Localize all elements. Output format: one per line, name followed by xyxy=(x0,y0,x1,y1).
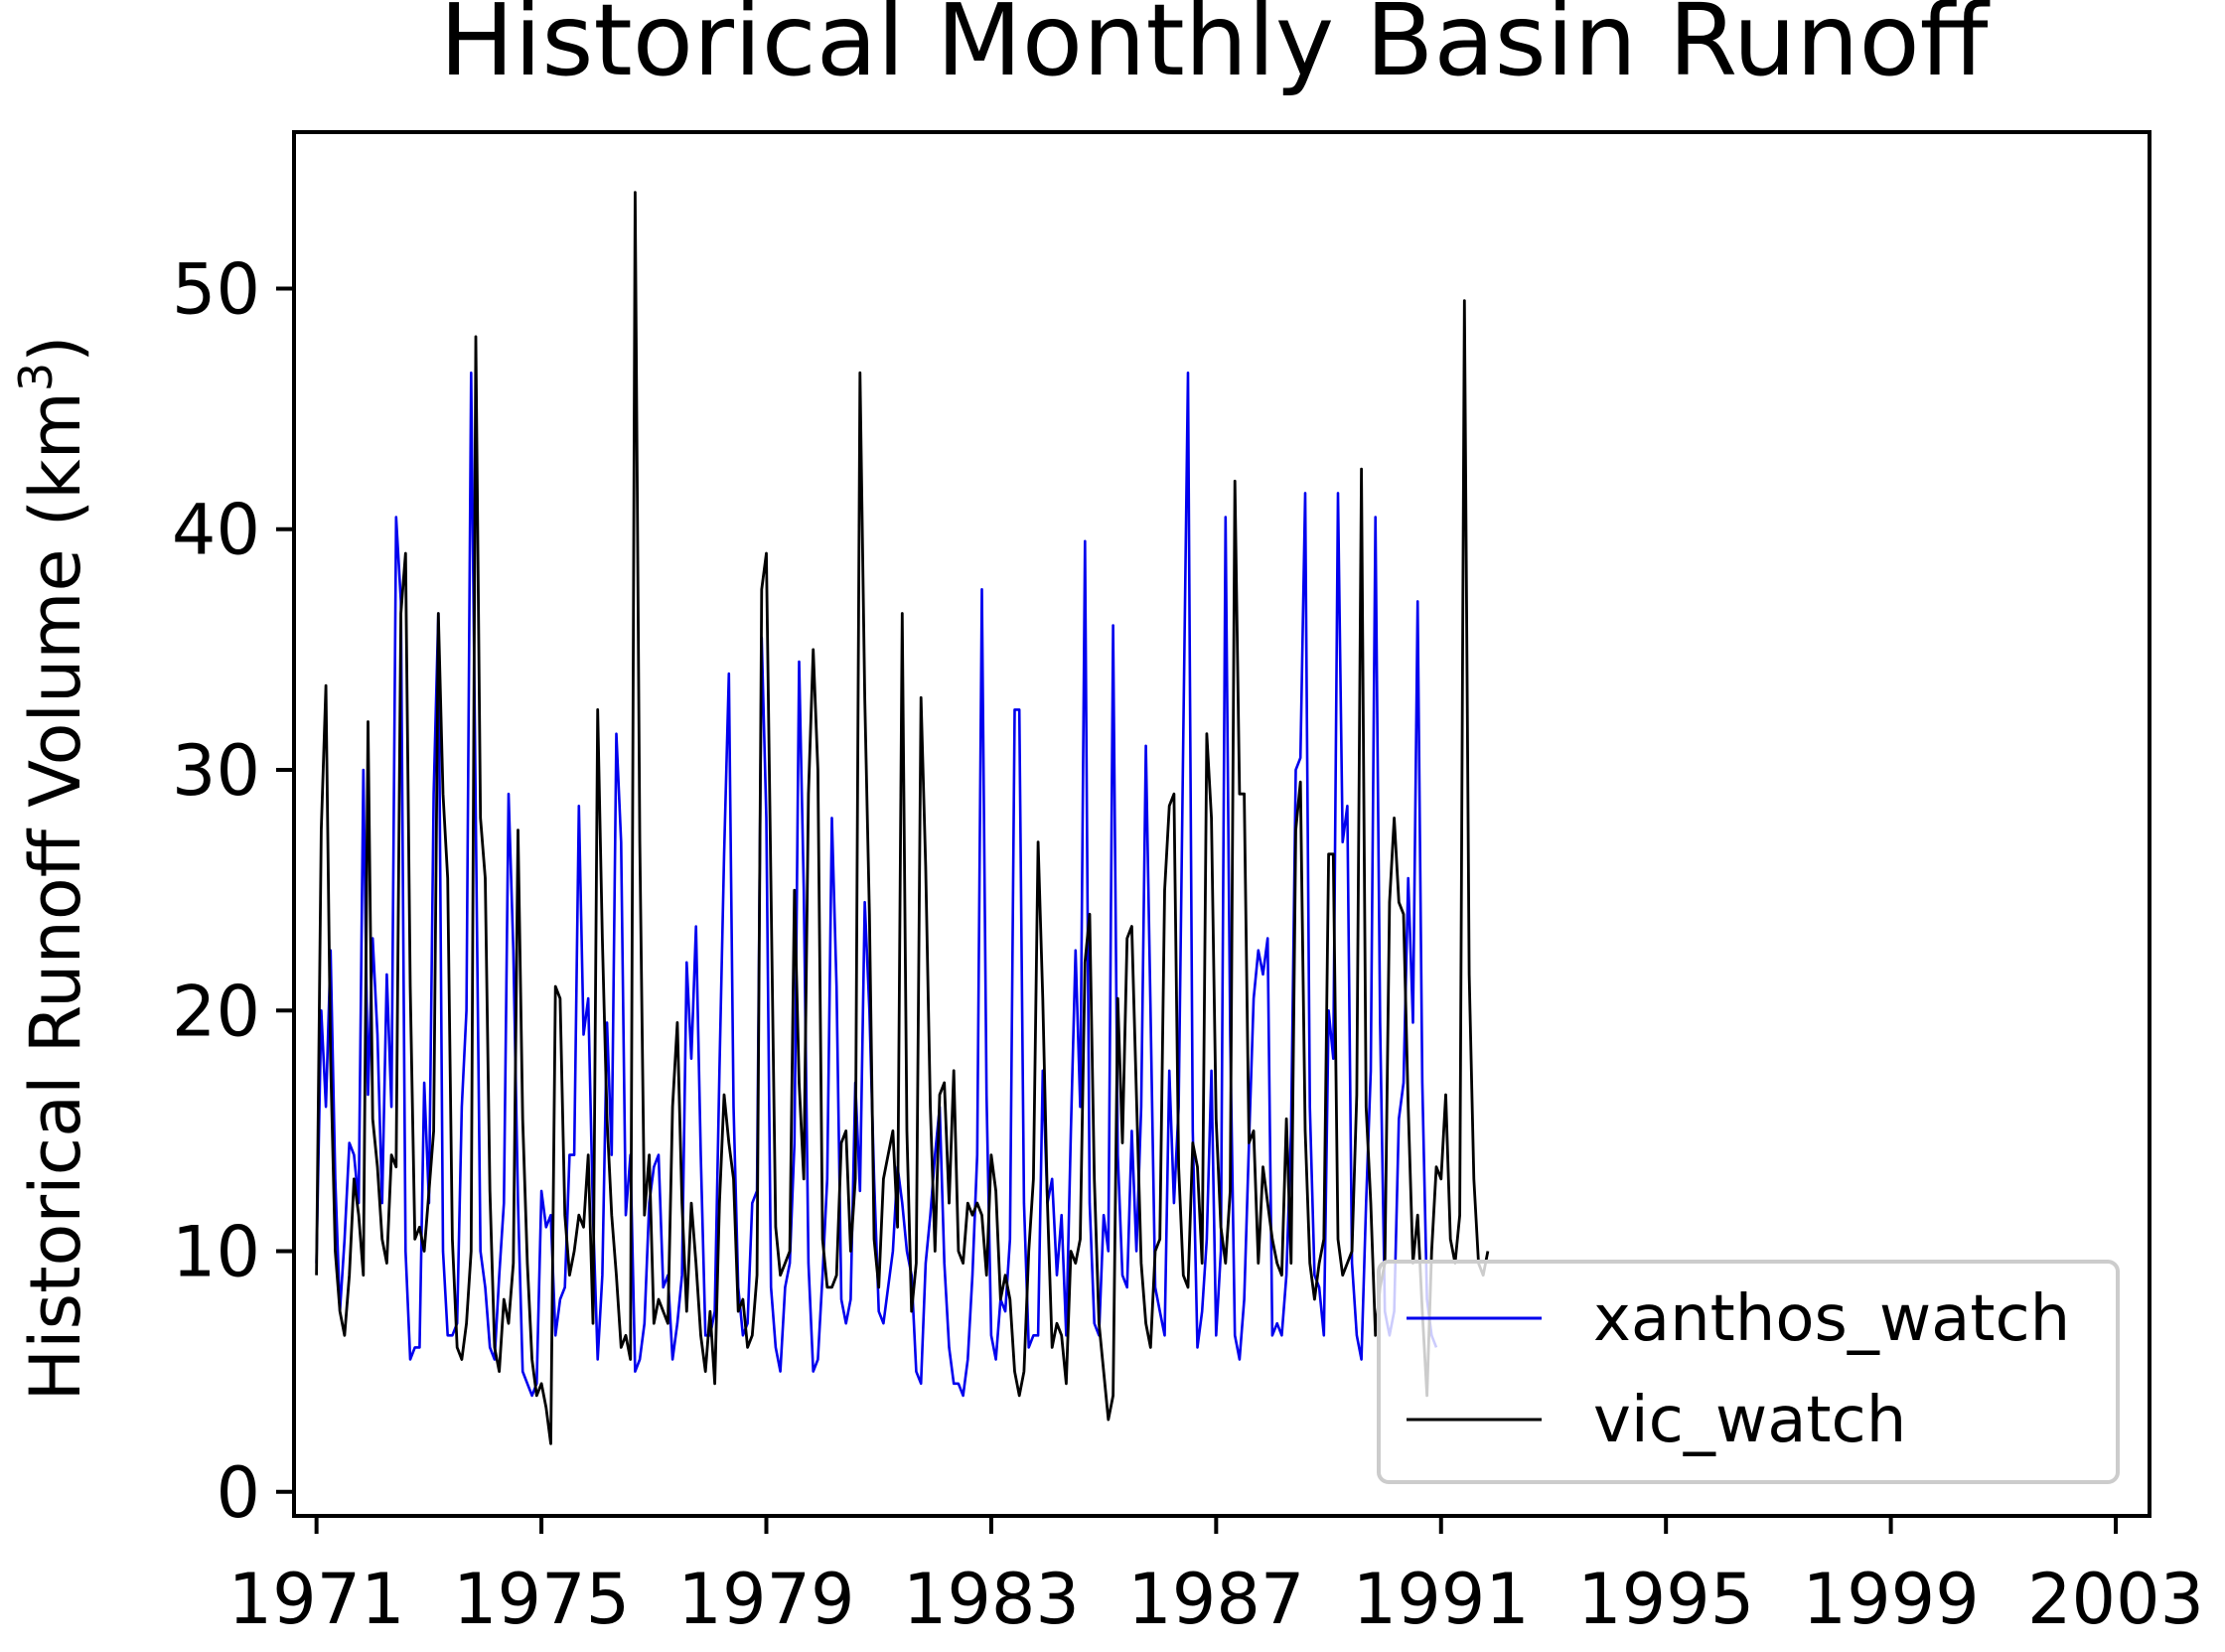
x-tick-label: 1975 xyxy=(453,1559,630,1640)
series-line-vic_watch xyxy=(315,191,1490,1445)
legend-label-xanthos_watch: xanthos_watch xyxy=(1593,1282,2070,1356)
y-tick-label: 0 xyxy=(216,1452,260,1534)
chart-title: Historical Monthly Basin Runoff xyxy=(439,0,1990,98)
y-axis-label-superscript: 3 xyxy=(9,363,63,391)
y-axis-label-main: Historical Runoff Volume (km xyxy=(15,391,96,1401)
x-tick-label: 1983 xyxy=(903,1559,1080,1640)
plot-frame xyxy=(292,130,2151,1518)
x-tick-label: 1999 xyxy=(1803,1559,1980,1640)
y-tick-label: 30 xyxy=(172,730,260,812)
x-tick-label: 1971 xyxy=(228,1559,405,1640)
y-axis-label: Historical Runoff Volume (km3) xyxy=(9,336,96,1402)
y-tick-label: 10 xyxy=(172,1212,260,1293)
y-tick-label: 20 xyxy=(172,971,260,1052)
legend-label-vic_watch: vic_watch xyxy=(1593,1384,1906,1457)
x-tick-label: 1995 xyxy=(1577,1559,1754,1640)
axes-layer: 0 10 20 30 40 50 1971 1975 1979 1983 1987 1991 1995 1… xyxy=(172,130,2204,1640)
x-tick-label: 1979 xyxy=(677,1559,854,1640)
x-tick-label: 2003 xyxy=(2027,1559,2204,1640)
series-layer xyxy=(315,191,1490,1445)
y-tick-label: 50 xyxy=(172,248,260,330)
x-tick-label: 1987 xyxy=(1127,1559,1304,1640)
legend: xanthos_watch vic_watch xyxy=(1377,1260,2120,1484)
legend-box xyxy=(1377,1260,2120,1484)
y-axis-label-end: ) xyxy=(15,336,96,363)
x-tick-label: 1991 xyxy=(1353,1559,1530,1640)
y-tick-label: 40 xyxy=(172,490,260,571)
